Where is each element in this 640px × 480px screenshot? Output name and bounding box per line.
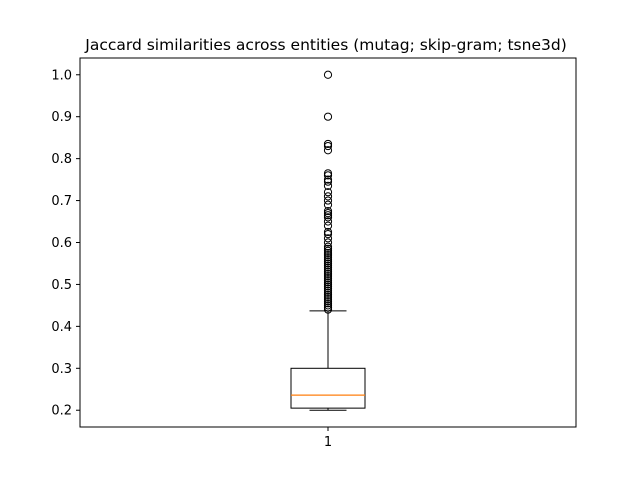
outlier-point bbox=[323, 175, 333, 184]
outlier-point bbox=[323, 196, 333, 205]
plot-area: 0.2 0.3 0.4 0.5 0.6 0.7 0.8 0.9 1.0 1 bbox=[51, 57, 577, 450]
outlier-point bbox=[323, 290, 333, 300]
outlier-point bbox=[323, 246, 333, 255]
outlier-point bbox=[323, 278, 333, 287]
outlier-point bbox=[323, 271, 333, 281]
outlier-point bbox=[323, 297, 333, 306]
y-tick-label: 0.7 bbox=[51, 194, 72, 209]
y-tick-label: 1.0 bbox=[51, 68, 72, 83]
outlier-point bbox=[323, 292, 333, 302]
outlier-point bbox=[323, 257, 333, 266]
outlier-point bbox=[323, 303, 333, 312]
outlier-point bbox=[323, 274, 333, 283]
outlier-point bbox=[323, 250, 333, 260]
outlier-point bbox=[323, 141, 333, 151]
outlier-point bbox=[323, 188, 333, 197]
y-tick-label: 0.5 bbox=[51, 278, 72, 293]
outlier-point bbox=[323, 234, 333, 243]
outlier-point bbox=[323, 288, 333, 297]
outlier-point bbox=[323, 169, 333, 178]
outlier-point bbox=[323, 200, 333, 209]
outlier-point bbox=[323, 286, 333, 295]
outlier-point bbox=[323, 263, 333, 272]
outlier-point bbox=[323, 282, 333, 291]
y-tick-label: 0.8 bbox=[51, 152, 72, 167]
outlier-point bbox=[323, 217, 333, 226]
outlier-point bbox=[323, 299, 333, 308]
y-tick-label: 0.4 bbox=[51, 320, 72, 335]
outlier-point bbox=[323, 248, 333, 258]
outlier-point bbox=[323, 253, 333, 262]
outlier-point bbox=[323, 227, 333, 237]
x-tick-label: 1 bbox=[324, 435, 332, 450]
outlier-point bbox=[323, 301, 333, 310]
outlier-point bbox=[323, 209, 333, 218]
outlier-point bbox=[323, 305, 333, 314]
outlier-point bbox=[323, 242, 333, 251]
outlier-point bbox=[323, 276, 333, 285]
outlier-point bbox=[323, 213, 333, 222]
outlier-point bbox=[323, 221, 333, 230]
outlier-point bbox=[323, 295, 333, 304]
y-tick-label: 0.2 bbox=[51, 404, 72, 419]
outlier-point bbox=[323, 261, 333, 270]
outlier-point bbox=[323, 171, 333, 180]
outlier-point bbox=[323, 230, 333, 239]
outlier-point bbox=[323, 280, 333, 289]
outlier-point bbox=[323, 265, 333, 274]
y-tick-label: 0.9 bbox=[51, 110, 72, 125]
chart-title: Jaccard similarities across entities (mu… bbox=[84, 36, 567, 54]
outlier-point bbox=[323, 206, 333, 216]
outlier-point bbox=[323, 112, 333, 121]
outlier-point bbox=[323, 70, 333, 79]
outlier-point bbox=[323, 244, 333, 253]
iqr-box bbox=[290, 367, 366, 409]
outlier-point bbox=[323, 238, 333, 247]
outlier-point bbox=[323, 146, 333, 155]
outlier-point bbox=[323, 255, 333, 264]
outlier-point bbox=[323, 259, 333, 268]
y-tick-label: 0.3 bbox=[51, 362, 72, 377]
y-tick-label: 0.6 bbox=[51, 236, 72, 251]
outlier-point bbox=[323, 181, 333, 190]
outlier-point bbox=[323, 139, 333, 149]
outlier-point bbox=[323, 267, 333, 276]
outlier-point bbox=[323, 177, 333, 186]
outlier-point bbox=[323, 211, 333, 220]
outlier-point bbox=[323, 192, 333, 201]
outlier-point bbox=[323, 269, 333, 279]
outlier-point bbox=[323, 284, 333, 293]
